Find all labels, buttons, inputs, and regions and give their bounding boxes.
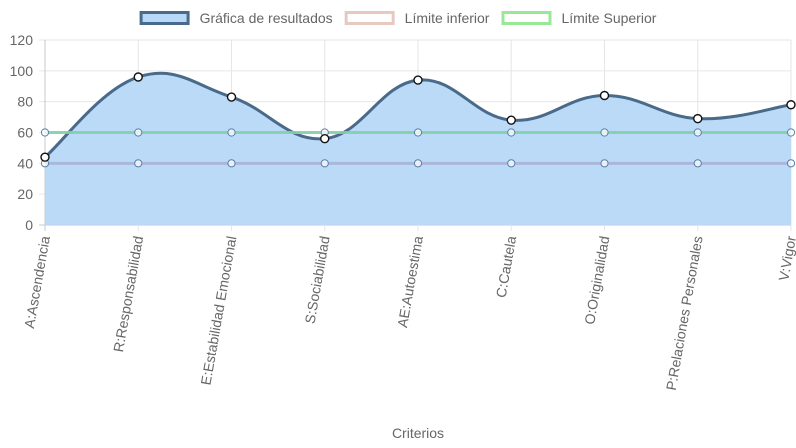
x-axis: A:Ascendencia R:Responsabilidad E:Estabili… — [21, 234, 796, 391]
legend-swatch — [501, 11, 552, 25]
legend-item[interactable]: Límite inferior — [344, 10, 490, 26]
result-point[interactable] — [40, 152, 50, 162]
y-tick-label: 60 — [17, 125, 33, 141]
x-tick-label: V:Vigor — [775, 234, 796, 282]
legend[interactable]: Gráfica de resultados Límite inferior Lími… — [139, 10, 657, 26]
limit-point[interactable] — [786, 128, 796, 137]
x-tick-label: A:Ascendencia — [21, 235, 53, 330]
legend-label: Límite Superior — [561, 10, 656, 26]
result-point[interactable] — [786, 100, 796, 110]
limit-point[interactable] — [600, 159, 609, 168]
legend-item[interactable]: Gráfica de resultados — [139, 10, 333, 26]
x-tick-label: E:Estabilidad Emocional — [197, 235, 239, 386]
legend-label: Límite inferior — [405, 10, 490, 26]
limit-point[interactable] — [227, 159, 236, 168]
limit-point[interactable] — [134, 159, 143, 168]
series-area — [44, 71, 792, 226]
limit-point[interactable] — [693, 128, 702, 137]
limit-point[interactable] — [134, 128, 143, 137]
legend-label: Gráfica de resultados — [200, 10, 333, 26]
x-tick-label: O:Originalidad — [581, 235, 612, 326]
y-tick-label: 80 — [17, 94, 33, 110]
y-tick-label: 120 — [10, 32, 34, 48]
legend-item[interactable]: Límite Superior — [501, 10, 657, 26]
y-tick-label: 20 — [17, 186, 33, 202]
limit-point[interactable] — [600, 128, 609, 137]
y-tick-label: 0 — [25, 217, 33, 233]
result-point[interactable] — [506, 115, 516, 125]
x-tick-label: AE:Autoestima — [394, 235, 426, 329]
limit-point[interactable] — [413, 128, 423, 137]
limit-point[interactable] — [786, 159, 796, 168]
limit-point[interactable] — [413, 159, 423, 168]
limit-point[interactable] — [227, 128, 236, 137]
limit-point[interactable] — [507, 159, 516, 168]
x-axis-title: Criterios — [392, 425, 444, 441]
limit-point[interactable] — [507, 128, 516, 137]
y-axis: 0 20 40 60 80 100 120 — [10, 32, 34, 233]
result-point[interactable] — [413, 75, 423, 85]
x-tick-label: R:Responsabilidad — [110, 235, 146, 354]
x-tick-label: C:Cautela — [493, 235, 520, 299]
x-tick-label: S:Sociabilidad — [302, 235, 333, 325]
result-point[interactable] — [133, 72, 143, 82]
legend-swatch — [344, 11, 395, 25]
y-tick-label: 100 — [10, 63, 34, 79]
result-point[interactable] — [320, 133, 330, 144]
x-tick-label: P:Relaciones Personales — [663, 235, 706, 392]
limit-point[interactable] — [320, 159, 329, 168]
result-point[interactable] — [226, 92, 237, 102]
data-points — [40, 72, 796, 168]
limit-point[interactable] — [40, 128, 50, 137]
result-point[interactable] — [599, 90, 610, 101]
y-tick-label: 40 — [17, 155, 33, 171]
limit-point[interactable] — [693, 159, 702, 168]
series-fill — [45, 73, 791, 226]
legend-swatch — [139, 11, 190, 25]
result-point[interactable] — [693, 113, 703, 124]
